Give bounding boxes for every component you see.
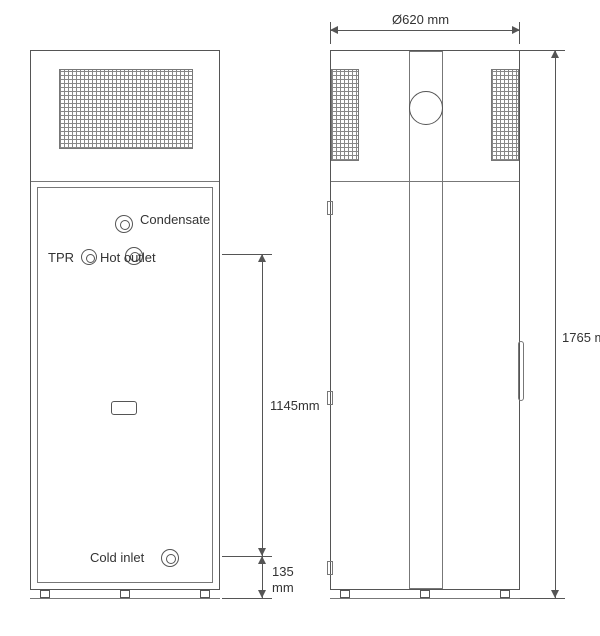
dim-inlet-arrow-b [258, 590, 266, 598]
dim-inlet-label: 135 [272, 564, 294, 579]
side-center-column [409, 51, 443, 589]
dim-height-arrow-b [551, 590, 559, 598]
dim-width-arrow-l [330, 26, 338, 34]
front-foot-left [40, 590, 50, 598]
side-base-line [330, 598, 520, 599]
condensate-port [115, 215, 133, 233]
front-top-divider [31, 181, 219, 182]
dim-width-label: Ø620 mm [392, 12, 449, 27]
side-view-unit [330, 50, 520, 590]
dim-outlet-arrow-b [258, 548, 266, 556]
side-grille-right [491, 69, 519, 161]
dim-width-arrow-r [512, 26, 520, 34]
dim-inlet-arrow-t [258, 556, 266, 564]
side-foot-mid [420, 590, 430, 598]
front-foot-right [200, 590, 210, 598]
cold-inlet-port [161, 549, 179, 567]
side-fan-port [409, 91, 443, 125]
sight-glass [111, 401, 137, 415]
side-grille-left [331, 69, 359, 161]
front-view-unit [30, 50, 220, 590]
dim-inlet-unit: mm [272, 580, 294, 595]
side-hinge-top [327, 201, 333, 215]
side-foot-left [340, 590, 350, 598]
dim-height-tick-b [520, 598, 565, 599]
side-hinge-bot [327, 561, 333, 575]
diagram-stage: Condensate TPR Hot outlet Cold inlet Ø62… [0, 0, 600, 636]
dim-height-arrow-t [551, 50, 559, 58]
dim-width-line [330, 30, 520, 31]
dim-outlet-arrow-t [258, 254, 266, 262]
side-handle [518, 341, 524, 401]
hot-outlet-label: Hot outlet [100, 250, 156, 265]
dim-inlet-tick-b [222, 598, 272, 599]
dim-outlet-label: 1145mm [270, 398, 320, 413]
dim-height-label: 1765 mm [562, 330, 600, 345]
condensate-label: Condensate [140, 212, 210, 227]
tpr-label: TPR [48, 250, 74, 265]
front-foot-mid [120, 590, 130, 598]
dim-height-line [555, 50, 556, 598]
front-lower-panel [37, 187, 213, 583]
tpr-port [81, 249, 97, 265]
dim-outlet-line [262, 254, 263, 556]
side-hinge-mid [327, 391, 333, 405]
front-grille [59, 69, 193, 149]
cold-inlet-label: Cold inlet [90, 550, 144, 565]
front-base-line [30, 598, 220, 599]
side-foot-right [500, 590, 510, 598]
